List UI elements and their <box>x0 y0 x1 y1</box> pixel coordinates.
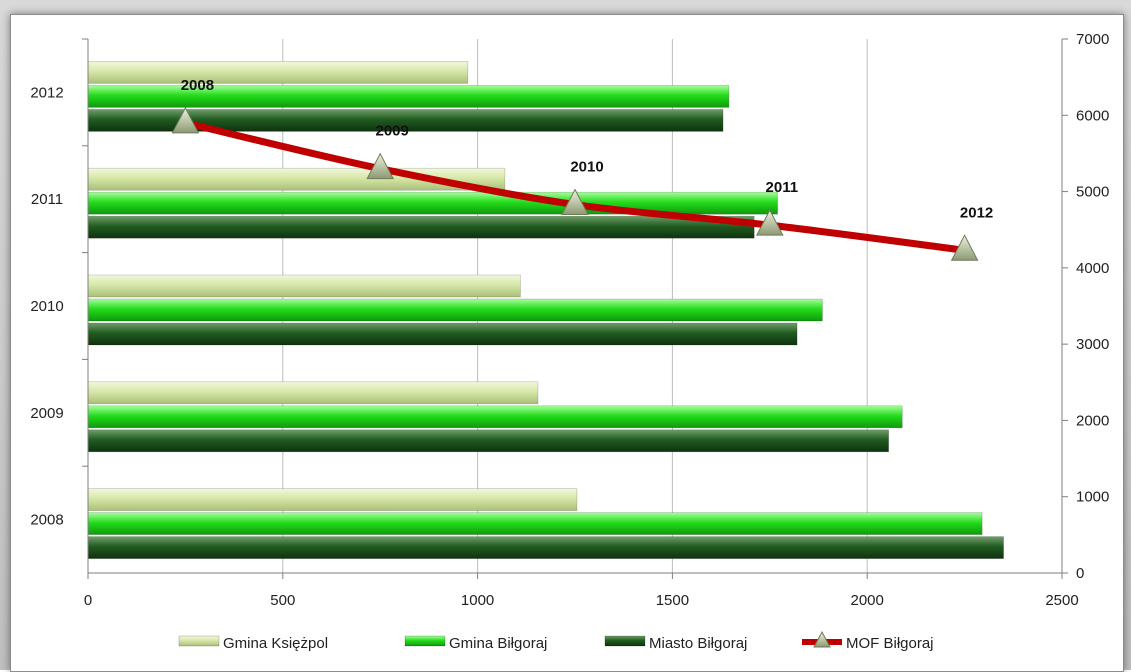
y-right-tick-label: 4000 <box>1076 260 1109 277</box>
bar-miasto-bi-goraj-2008 <box>87 536 1004 559</box>
point-label: 2010 <box>570 159 603 176</box>
y-category-label: 2008 <box>30 512 63 529</box>
legend-swatch-1 <box>404 635 446 647</box>
y-right-tick-label: 1000 <box>1076 489 1109 506</box>
y-category-label: 2010 <box>30 298 63 315</box>
x-tick-label: 1500 <box>656 592 689 609</box>
chart-area: 0 500 1000 1500 2000 2500 2008 2009 2010 2011 2012… <box>10 14 1124 672</box>
bar-gmina-bi-goraj-2010 <box>87 298 823 322</box>
point-label: 2009 <box>376 123 409 140</box>
bar-miasto-bi-goraj-2010 <box>87 322 798 346</box>
legend-label: Gmina Biłgoraj <box>449 635 547 652</box>
legend-label: MOF Biłgoraj <box>846 635 934 652</box>
y-right-tick-label: 0 <box>1076 565 1084 582</box>
bar-gmina-ksi-pol-2009 <box>87 381 539 405</box>
x-tick-label: 0 <box>84 592 92 609</box>
y-category-label: 2009 <box>30 405 63 422</box>
x-tick-label: 500 <box>270 592 295 609</box>
point-label: 2008 <box>181 77 214 94</box>
legend-swatch-0 <box>178 635 220 647</box>
legend-label: Gmina Księżpol <box>223 635 328 652</box>
bar-miasto-bi-goraj-2009 <box>87 429 889 453</box>
y-right-tick-label: 7000 <box>1076 31 1109 48</box>
x-tick-label: 2500 <box>1045 592 1078 609</box>
y-right-tick-label: 3000 <box>1076 336 1109 353</box>
bar-line-chart: 0 500 1000 1500 2000 2500 2008 2009 2010 2011 2012… <box>30 31 1109 652</box>
legend-triangle-icon <box>813 630 831 648</box>
legend-swatch-2 <box>604 635 646 647</box>
bar-gmina-ksi-pol-2012 <box>87 61 469 84</box>
x-tick-label: 2000 <box>851 592 884 609</box>
bar-miasto-bi-goraj-2011 <box>87 215 755 239</box>
point-marker-triangle <box>561 188 589 216</box>
bar-gmina-bi-goraj-2009 <box>87 405 903 429</box>
point-marker-triangle <box>366 152 395 180</box>
point-marker-triangle <box>171 106 200 134</box>
bar-gmina-bi-goraj-2011 <box>87 191 778 215</box>
bar-gmina-ksi-pol-2008 <box>87 488 578 511</box>
point-marker-triangle <box>755 209 784 236</box>
point-label: 2012 <box>960 204 993 221</box>
x-tick-label: 1000 <box>461 592 494 609</box>
y-right-tick-label: 6000 <box>1076 107 1109 124</box>
point-marker-triangle <box>950 234 979 261</box>
bar-gmina-ksi-pol-2010 <box>87 274 521 298</box>
y-category-label: 2012 <box>30 84 63 101</box>
y-category-label: 2011 <box>31 191 63 208</box>
bar-gmina-bi-goraj-2008 <box>87 512 983 535</box>
y-right-tick-label: 5000 <box>1076 184 1109 201</box>
y-right-tick-label: 2000 <box>1076 412 1109 429</box>
legend-label: Miasto Biłgoraj <box>649 635 747 652</box>
point-label: 2011 <box>766 179 799 196</box>
